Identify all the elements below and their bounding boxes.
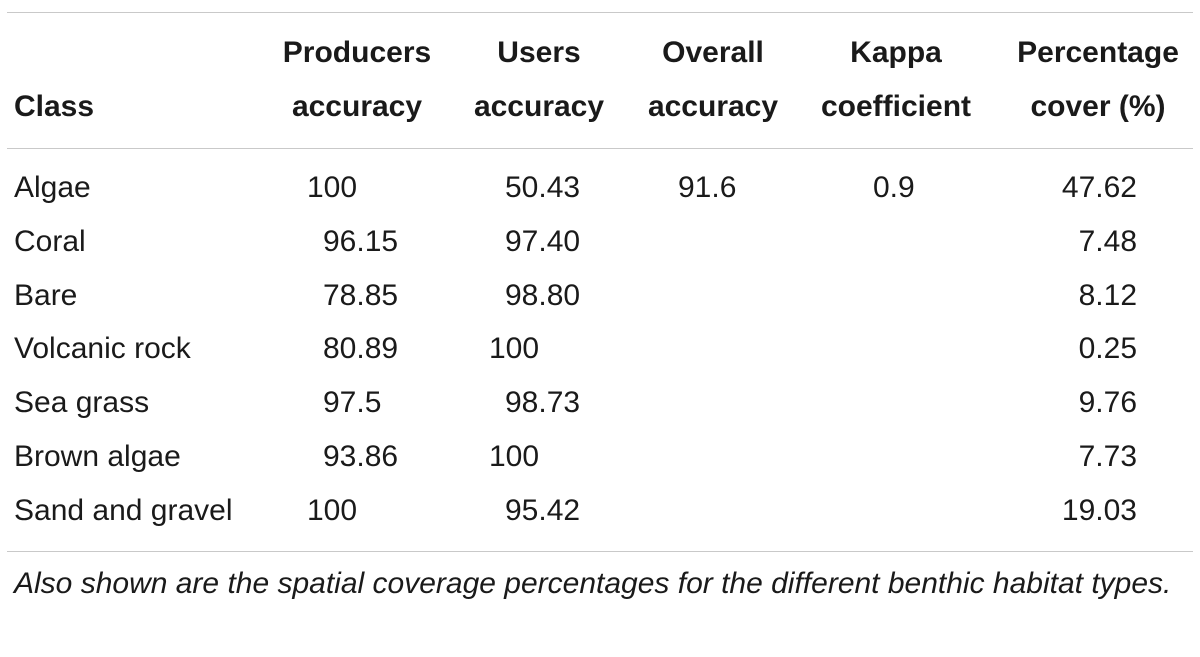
cell-class: Coral bbox=[14, 225, 86, 258]
cell-users: 100 bbox=[489, 440, 540, 473]
header-producers-accuracy: Producers accuracy bbox=[282, 36, 432, 123]
cell-percentage: 0.25 bbox=[1078, 332, 1137, 365]
cell-producers: 100 bbox=[307, 171, 358, 204]
cell-class: Sand and gravel bbox=[14, 494, 233, 527]
cell-overall: 91.6 bbox=[678, 171, 737, 204]
cell-producers: 80.89 bbox=[323, 332, 399, 365]
cell-producers: 78.85 bbox=[323, 279, 399, 312]
cell-percentage: 7.73 bbox=[1078, 440, 1137, 473]
cell-users: 50.43 bbox=[505, 171, 581, 204]
cell-percentage: 7.48 bbox=[1078, 225, 1137, 258]
cell-users: 97.40 bbox=[505, 225, 581, 258]
cell-class: Bare bbox=[14, 279, 78, 312]
top-rule bbox=[7, 12, 1193, 13]
cell-users: 95.42 bbox=[505, 494, 581, 527]
cell-class: Algae bbox=[14, 171, 91, 204]
header-rule bbox=[7, 148, 1193, 149]
cell-producers: 97.5 bbox=[323, 386, 382, 419]
header-class: Class bbox=[14, 90, 95, 123]
cell-users: 98.73 bbox=[505, 386, 581, 419]
cell-percentage: 9.76 bbox=[1078, 386, 1137, 419]
header-overall-accuracy: Overall accuracy bbox=[647, 36, 779, 123]
cell-class: Sea grass bbox=[14, 386, 150, 419]
cell-users: 98.80 bbox=[505, 279, 581, 312]
header-percentage-cover: Percentage cover (%) bbox=[1017, 36, 1179, 123]
cell-producers: 96.15 bbox=[323, 225, 399, 258]
cell-class: Volcanic rock bbox=[14, 332, 191, 365]
cell-producers: 93.86 bbox=[323, 440, 399, 473]
cell-percentage: 19.03 bbox=[1061, 494, 1137, 527]
cell-percentage: 47.62 bbox=[1061, 171, 1137, 204]
header-kappa-coefficient: Kappa coefficient bbox=[820, 36, 972, 123]
table-caption: Also shown are the spatial coverage perc… bbox=[14, 567, 1172, 600]
cell-users: 100 bbox=[489, 332, 540, 365]
bottom-rule bbox=[7, 551, 1193, 552]
cell-kappa: 0.9 bbox=[873, 171, 915, 204]
cell-percentage: 8.12 bbox=[1078, 279, 1137, 312]
cell-producers: 100 bbox=[307, 494, 358, 527]
cell-class: Brown algae bbox=[14, 440, 181, 473]
header-users-accuracy: Users accuracy bbox=[473, 36, 605, 123]
